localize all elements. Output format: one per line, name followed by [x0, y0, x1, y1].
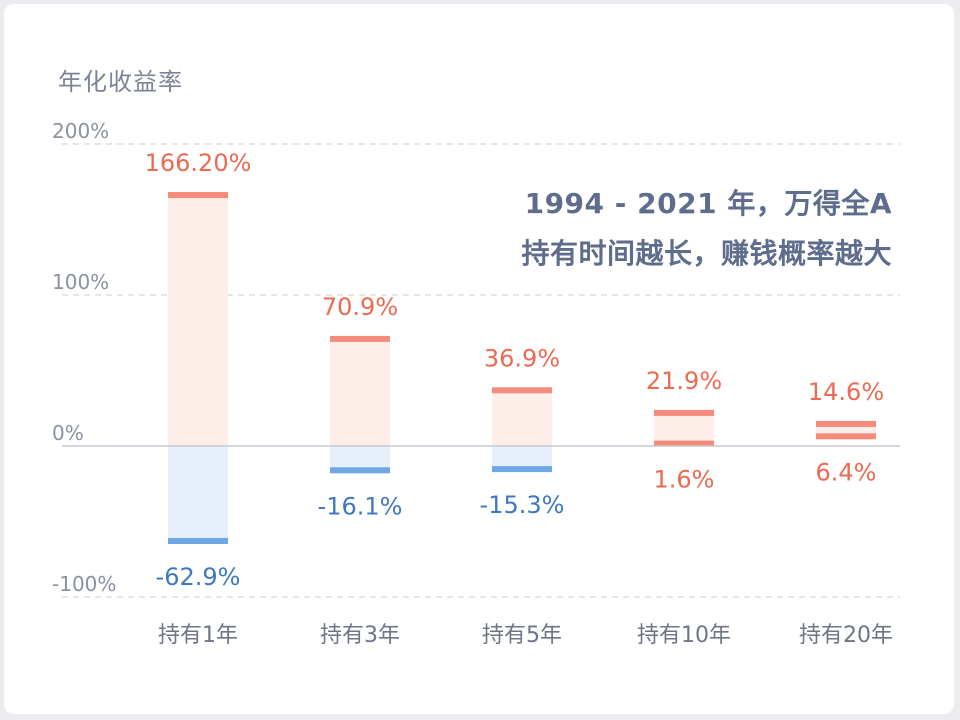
- max-marker: [168, 192, 228, 199]
- chart-card: [4, 4, 954, 714]
- min-value-label: 6.4%: [816, 458, 877, 486]
- negative-range-fill: [168, 446, 228, 541]
- min-value-label: -16.1%: [318, 492, 403, 520]
- max-value-label: 14.6%: [808, 378, 884, 406]
- min-value-label: 1.6%: [654, 466, 715, 494]
- positive-range-fill: [330, 338, 390, 446]
- negative-range-fill: [492, 446, 552, 470]
- max-marker: [492, 387, 552, 394]
- category-label: 持有10年: [637, 623, 731, 648]
- category-label: 持有1年: [158, 623, 238, 648]
- min-marker: [816, 433, 876, 440]
- positive-range-fill: [492, 390, 552, 446]
- max-marker: [330, 335, 390, 342]
- category-label: 持有20年: [799, 623, 893, 648]
- positive-range-fill: [168, 195, 228, 446]
- max-value-label: 21.9%: [646, 367, 722, 395]
- max-value-label: 166.20%: [145, 149, 252, 177]
- max-marker: [816, 420, 876, 427]
- y-tick-label-neg100: -100%: [52, 572, 117, 596]
- y-axis-title: 年化收益率: [58, 68, 183, 96]
- min-value-label: -62.9%: [156, 563, 241, 591]
- positive-range-fill: [816, 423, 876, 437]
- min-marker: [168, 537, 228, 544]
- category-label: 持有5年: [482, 623, 562, 648]
- y-tick-label-200: 200%: [52, 119, 110, 143]
- min-marker: [654, 440, 714, 447]
- y-tick-label-100: 100%: [52, 270, 110, 294]
- min-value-label: -15.3%: [480, 491, 565, 519]
- min-marker: [330, 467, 390, 474]
- annotation-line-1: 1994 - 2021 年，万得全A: [524, 187, 892, 220]
- y-tick-label-0: 0%: [52, 421, 84, 445]
- max-value-label: 36.9%: [484, 344, 560, 372]
- category-label: 持有3年: [320, 623, 400, 648]
- positive-range-fill: [654, 412, 714, 444]
- max-value-label: 70.9%: [322, 293, 398, 321]
- max-marker: [654, 409, 714, 416]
- min-marker: [492, 466, 552, 473]
- annotation-line-2: 持有时间越长，赚钱概率越大: [521, 237, 892, 270]
- negative-range-fill: [330, 446, 390, 471]
